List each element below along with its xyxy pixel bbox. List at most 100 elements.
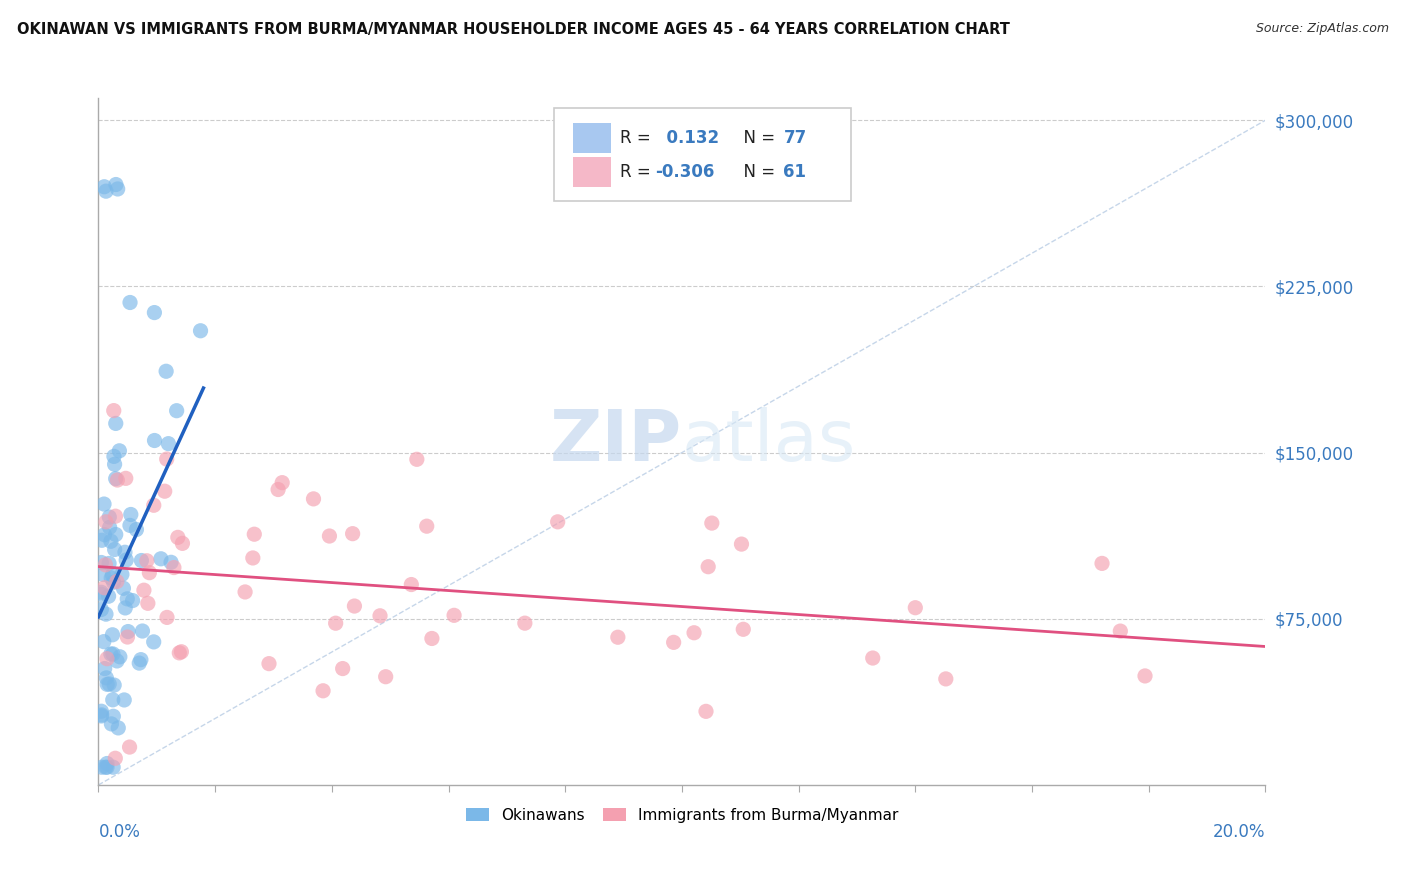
Point: [132, 583, 155, 598]
Point: [153, 484, 176, 499]
Point: [96, 671, 118, 685]
Point: [118, 740, 141, 755]
Point: [125, 523, 148, 537]
Text: ZIP: ZIP: [550, 407, 682, 476]
Point: [302, 491, 325, 506]
Point: [242, 551, 264, 566]
Point: [136, 596, 159, 610]
Point: [1091, 557, 1114, 571]
Point: [104, 542, 127, 557]
Point: [101, 693, 124, 707]
Point: [163, 560, 186, 574]
Point: [1109, 624, 1132, 639]
Point: [862, 651, 884, 665]
Point: [96, 677, 118, 691]
Point: [142, 498, 165, 512]
Legend: Okinawans, Immigrants from Burma/Myanmar: Okinawans, Immigrants from Burma/Myanmar: [460, 802, 904, 829]
Text: atlas: atlas: [682, 407, 856, 476]
Point: [97, 589, 120, 603]
Point: [271, 475, 294, 490]
Point: [257, 657, 280, 671]
Point: [90, 602, 112, 616]
Bar: [574, 123, 610, 153]
Point: [90, 556, 112, 570]
Text: 77: 77: [783, 129, 807, 147]
Point: [114, 601, 136, 615]
Point: [443, 608, 465, 623]
Point: [98, 557, 121, 571]
Point: [138, 566, 160, 580]
Point: [1133, 669, 1156, 683]
Point: [121, 593, 143, 607]
Point: [107, 182, 129, 196]
Point: [90, 709, 112, 723]
Point: [547, 515, 569, 529]
Bar: [574, 157, 610, 187]
Text: -0.306: -0.306: [655, 163, 714, 181]
Point: [131, 553, 153, 567]
Point: [160, 555, 183, 569]
Point: [94, 607, 117, 622]
Text: 0.0%: 0.0%: [98, 822, 141, 841]
Point: [93, 497, 115, 511]
Point: [90, 587, 112, 601]
Point: [104, 509, 127, 524]
Point: [103, 403, 125, 417]
Point: [112, 693, 135, 707]
Point: [343, 599, 366, 613]
Point: [332, 662, 354, 676]
Point: [169, 646, 191, 660]
Point: [115, 553, 138, 567]
Point: [342, 526, 364, 541]
Point: [325, 616, 347, 631]
Point: [935, 672, 957, 686]
Point: [143, 305, 166, 319]
Point: [101, 628, 124, 642]
Point: [103, 450, 125, 464]
Point: [93, 662, 115, 676]
Point: [98, 510, 121, 524]
Point: [142, 635, 165, 649]
Point: [114, 471, 136, 485]
Point: [143, 434, 166, 448]
Point: [149, 551, 172, 566]
Point: [103, 575, 125, 590]
Point: [96, 756, 118, 771]
Point: [111, 567, 134, 582]
Point: [108, 649, 131, 664]
Point: [156, 452, 179, 467]
Point: [662, 635, 685, 649]
Point: [166, 530, 188, 544]
Point: [96, 651, 118, 665]
Point: [94, 515, 117, 529]
Point: [90, 585, 112, 599]
Point: [730, 537, 752, 551]
Point: [156, 610, 179, 624]
Point: [157, 436, 180, 450]
Point: [105, 473, 128, 487]
Point: [733, 622, 755, 636]
Point: [105, 654, 128, 668]
FancyBboxPatch shape: [554, 109, 851, 202]
Point: [172, 536, 194, 550]
Point: [104, 527, 127, 541]
Point: [695, 704, 717, 718]
Text: OKINAWAN VS IMMIGRANTS FROM BURMA/MYANMAR HOUSEHOLDER INCOME AGES 45 - 64 YEARS : OKINAWAN VS IMMIGRANTS FROM BURMA/MYANMA…: [17, 22, 1010, 37]
Point: [98, 677, 121, 691]
Point: [243, 527, 266, 541]
Point: [93, 179, 115, 194]
Point: [104, 417, 127, 431]
Point: [312, 683, 335, 698]
Point: [416, 519, 439, 533]
Point: [98, 520, 121, 534]
Point: [683, 625, 706, 640]
Text: R =: R =: [620, 163, 657, 181]
Point: [368, 608, 391, 623]
Point: [104, 472, 127, 486]
Point: [405, 452, 427, 467]
Point: [96, 760, 118, 774]
Point: [700, 516, 723, 530]
Point: [112, 582, 135, 596]
Text: Source: ZipAtlas.com: Source: ZipAtlas.com: [1256, 22, 1389, 36]
Point: [374, 670, 396, 684]
